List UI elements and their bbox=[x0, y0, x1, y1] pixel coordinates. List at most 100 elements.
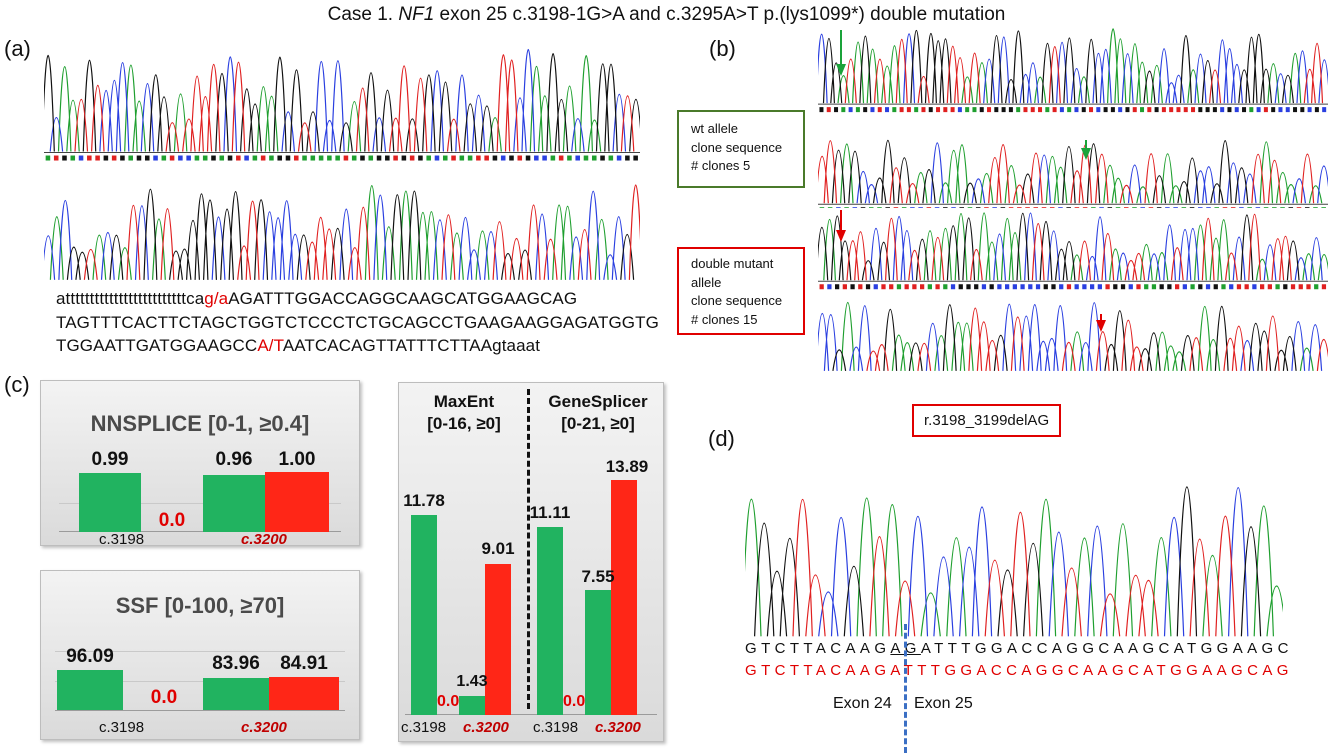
trace-line bbox=[856, 142, 1328, 204]
base-call-mark bbox=[1229, 284, 1234, 290]
base-call-mark bbox=[943, 107, 948, 113]
bar-maxent-c3198-wt bbox=[411, 515, 437, 715]
base-call-mark bbox=[1314, 107, 1319, 113]
base-call-mark bbox=[1035, 284, 1041, 290]
base-call-mark bbox=[285, 155, 291, 161]
value-label: 0.0 bbox=[563, 693, 586, 710]
base-call-mark bbox=[1260, 284, 1265, 290]
trace-line bbox=[823, 212, 1328, 281]
base-call-mark bbox=[870, 107, 875, 113]
trace-line bbox=[49, 49, 627, 152]
value-label: 0.99 bbox=[91, 449, 129, 470]
base-call-mark bbox=[1167, 284, 1172, 290]
panel-label-c: (c) bbox=[4, 372, 30, 397]
base-call-mark bbox=[1278, 107, 1283, 113]
category-label: c.3200 bbox=[241, 719, 287, 736]
category-label: c.3198 bbox=[401, 719, 447, 736]
base-call-mark bbox=[418, 155, 423, 161]
base-call-mark bbox=[1113, 284, 1118, 290]
base-call-mark bbox=[936, 107, 941, 113]
trace-line bbox=[49, 185, 609, 280]
base-call-mark bbox=[335, 155, 340, 161]
base-call-mark bbox=[103, 155, 109, 161]
trace-line bbox=[818, 302, 1323, 371]
base-call-mark bbox=[1190, 284, 1195, 290]
base-call-mark bbox=[1234, 107, 1239, 113]
bar-c3200-mut bbox=[269, 677, 339, 710]
base-call-mark bbox=[987, 107, 992, 113]
base-call-mark bbox=[950, 284, 956, 290]
base-call-mark bbox=[1263, 107, 1268, 113]
exon-24-label: Exon 24 bbox=[833, 695, 892, 712]
base-call-mark bbox=[219, 155, 225, 161]
base-call-mark bbox=[914, 107, 919, 113]
chromatogram-b1 bbox=[818, 24, 1328, 116]
base-call-mark bbox=[244, 155, 249, 161]
base-call-mark bbox=[855, 107, 860, 113]
gridline bbox=[59, 503, 341, 504]
trace-line bbox=[74, 54, 635, 152]
base-call-mark bbox=[53, 155, 59, 161]
base-call-mark bbox=[476, 155, 481, 161]
base-call-mark bbox=[1298, 284, 1303, 290]
base-call-mark bbox=[252, 155, 258, 161]
base-call-mark bbox=[500, 155, 506, 161]
base-call-mark bbox=[136, 155, 142, 161]
trace-line bbox=[840, 141, 1323, 204]
nnsplice-title: NNSPLICE [0-1, ≥0.4] bbox=[90, 411, 310, 436]
base-call-mark bbox=[62, 155, 67, 161]
base-call-mark bbox=[920, 284, 925, 290]
maxent-title-1: MaxEnt bbox=[433, 392, 495, 411]
base-call-mark bbox=[260, 155, 266, 161]
base-call-mark bbox=[972, 107, 977, 113]
base-call-mark bbox=[1045, 107, 1050, 113]
value-label: 0.0 bbox=[158, 510, 186, 531]
base-call-mark bbox=[351, 155, 357, 161]
base-call-mark bbox=[1066, 284, 1072, 290]
base-call-mark bbox=[426, 155, 431, 161]
mut-box-line: allele bbox=[691, 274, 722, 290]
base-call-mark bbox=[927, 284, 932, 290]
base-call-mark bbox=[509, 155, 514, 161]
base-call-mark bbox=[1205, 284, 1211, 290]
ssf-title: SSF [0-100, ≥70] bbox=[115, 593, 285, 618]
base-call-mark bbox=[1169, 107, 1174, 113]
chromatogram-d bbox=[745, 470, 1283, 638]
value-label: 11.11 bbox=[529, 503, 571, 522]
rdel-label-box: r.3198_3199delAG bbox=[912, 404, 1062, 437]
base-call-mark bbox=[385, 155, 390, 161]
base-call-mark bbox=[1205, 107, 1210, 113]
base-call-mark bbox=[989, 284, 994, 290]
nnsplice-chart: NNSPLICE [0-1, ≥0.4] 0.99 0.0 0.96 1.00 … bbox=[40, 380, 360, 548]
category-label: c.3200 bbox=[595, 719, 641, 736]
arrows-overlay bbox=[836, 30, 1106, 332]
base-call-mark bbox=[1236, 284, 1242, 290]
value-label: 96.09 bbox=[66, 646, 114, 667]
category-label: c.3198 bbox=[99, 531, 145, 548]
base-call-mark bbox=[1161, 107, 1166, 113]
base-call-mark bbox=[128, 155, 133, 161]
base-call-mark bbox=[1314, 284, 1319, 290]
base-call-mark bbox=[144, 155, 150, 161]
base-call-mark bbox=[873, 284, 878, 290]
base-call-mark bbox=[442, 155, 448, 161]
trace-line bbox=[745, 497, 1283, 637]
base-call-mark bbox=[1001, 107, 1006, 113]
base-call-mark bbox=[153, 155, 158, 161]
base-call-mark bbox=[567, 155, 572, 161]
base-call-mark bbox=[169, 155, 175, 161]
exon-25-label: Exon 25 bbox=[914, 695, 973, 712]
sequence-line-2: TAGTTTCACTTCTAGCTGGTCTCCCTCTGCAGCCTGAAGA… bbox=[56, 313, 659, 332]
base-call-mark bbox=[1052, 107, 1057, 113]
base-call-mark bbox=[1212, 107, 1217, 113]
trace-line bbox=[792, 498, 1236, 637]
ssf-chart: SSF [0-100, ≥70] 96.09 0.0 83.96 84.91 c… bbox=[40, 570, 360, 740]
value-label: 9.01 bbox=[481, 539, 515, 558]
green-arrow-icon bbox=[836, 30, 846, 76]
base-call-mark bbox=[1030, 107, 1035, 113]
base-call-mark bbox=[848, 107, 853, 113]
base-call-mark bbox=[1089, 107, 1094, 113]
base-call-mark bbox=[928, 107, 933, 113]
wt-allele-box: wt allele clone sequence # clones 5 bbox=[677, 110, 805, 188]
wt-box-line: clone sequence bbox=[691, 139, 783, 155]
